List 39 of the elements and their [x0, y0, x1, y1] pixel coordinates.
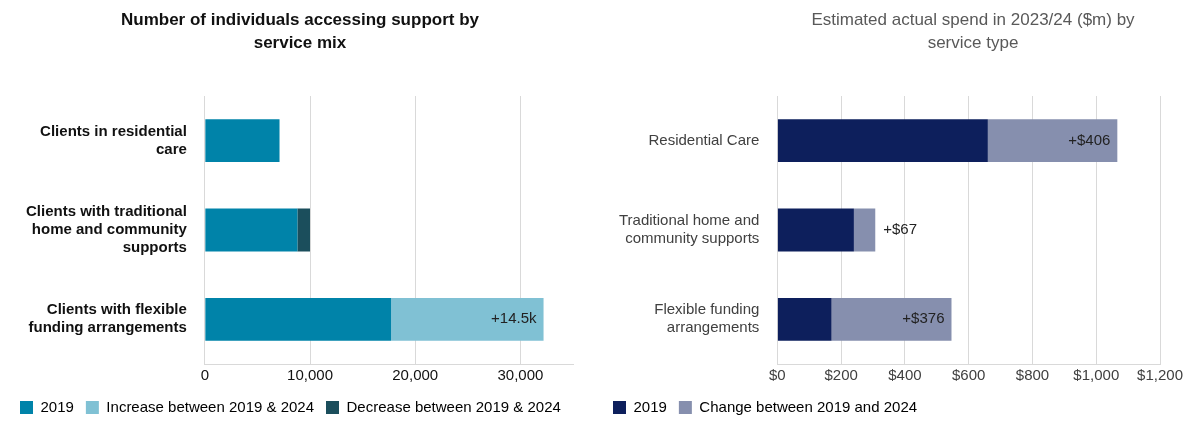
x-tick-label: $600 [952, 366, 986, 384]
data-label: +14.5k [491, 309, 538, 327]
x-tick-label: 0 [200, 366, 210, 384]
bar [777, 119, 988, 163]
bar [777, 297, 832, 341]
x-tick-label: $800 [1015, 366, 1050, 384]
x-tick-label: $400 [888, 366, 922, 384]
x-tick-label: $1,000 [1073, 366, 1120, 384]
bar [777, 208, 854, 252]
x-tick-label: 20,000 [392, 366, 439, 384]
chart-title: Number of individuals accessing support by service mix [120, 9, 480, 54]
data-label: +$406 [1068, 130, 1111, 148]
bar [205, 119, 280, 163]
legend-label: Increase between 2019 & 2024 [106, 397, 315, 415]
y-tick-label: Clients in residential care [40, 121, 187, 157]
y-tick-label: Residential Care [648, 130, 760, 148]
y-tick-label: Flexible funding arrangements [654, 300, 760, 336]
y-tick-label: Traditional home and community supports [618, 211, 760, 247]
legend-label: Change between 2019 and 2024 [699, 397, 918, 415]
data-label: +$376 [902, 309, 945, 327]
x-tick-label: 10,000 [287, 366, 333, 384]
y-tick-label: Clients with flexible funding arrangements [28, 300, 187, 336]
bar [205, 297, 392, 341]
legend-label: Decrease between 2019 & 2024 [346, 397, 561, 415]
bar [987, 119, 1118, 163]
bar [391, 297, 544, 341]
legend-label: 2019 [40, 397, 74, 415]
data-label: +$67 [883, 220, 918, 238]
bar [205, 208, 298, 252]
y-tick-label: Clients with traditional home and community supports [26, 202, 188, 256]
x-tick-label: $1,200 [1137, 366, 1184, 384]
x-tick-label: 30,000 [497, 366, 544, 384]
chart-title: Estimated actual spend in 2023/24 ($m) by service type [810, 9, 1136, 54]
x-tick-label: $0 [769, 366, 786, 384]
bar [297, 208, 311, 252]
x-tick-label: $200 [824, 366, 858, 384]
bar [831, 297, 952, 341]
legend-label: 2019 [633, 397, 667, 415]
bar [853, 208, 876, 252]
